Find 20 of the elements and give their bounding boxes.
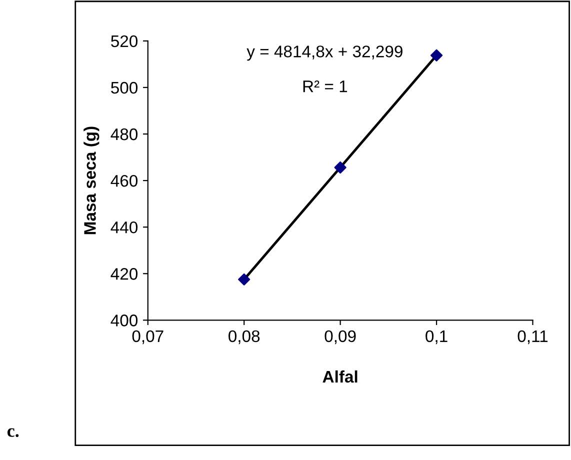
y-axis-title: Masa seca (g) bbox=[84, 126, 100, 234]
y-tick-label: 500 bbox=[111, 82, 138, 94]
text: c. bbox=[7, 428, 19, 437]
x-axis-title: Alfal bbox=[322, 370, 358, 383]
y-tick-label: 420 bbox=[110, 268, 138, 280]
y-tick-label: 440 bbox=[110, 221, 138, 234]
x-tick-label: 0,11 bbox=[518, 330, 548, 344]
x-tick-label: 0,07 bbox=[132, 330, 164, 344]
point bbox=[334, 161, 346, 174]
x-tick-label: 0,08 bbox=[228, 330, 260, 344]
x-tick-label: 0,09 bbox=[324, 330, 356, 344]
annotation: R² = 1 bbox=[303, 80, 348, 92]
y-tick-label: 460 bbox=[110, 174, 138, 187]
y-tick-label: 520 bbox=[111, 35, 138, 48]
point bbox=[430, 49, 443, 62]
point bbox=[238, 273, 250, 286]
y-tick-label: 480 bbox=[110, 128, 138, 140]
y-tick-label: 400 bbox=[110, 314, 138, 326]
annotation: y = 4814,8x + 32,299 bbox=[246, 46, 402, 61]
x-tick-label: 0,1 bbox=[426, 330, 448, 344]
